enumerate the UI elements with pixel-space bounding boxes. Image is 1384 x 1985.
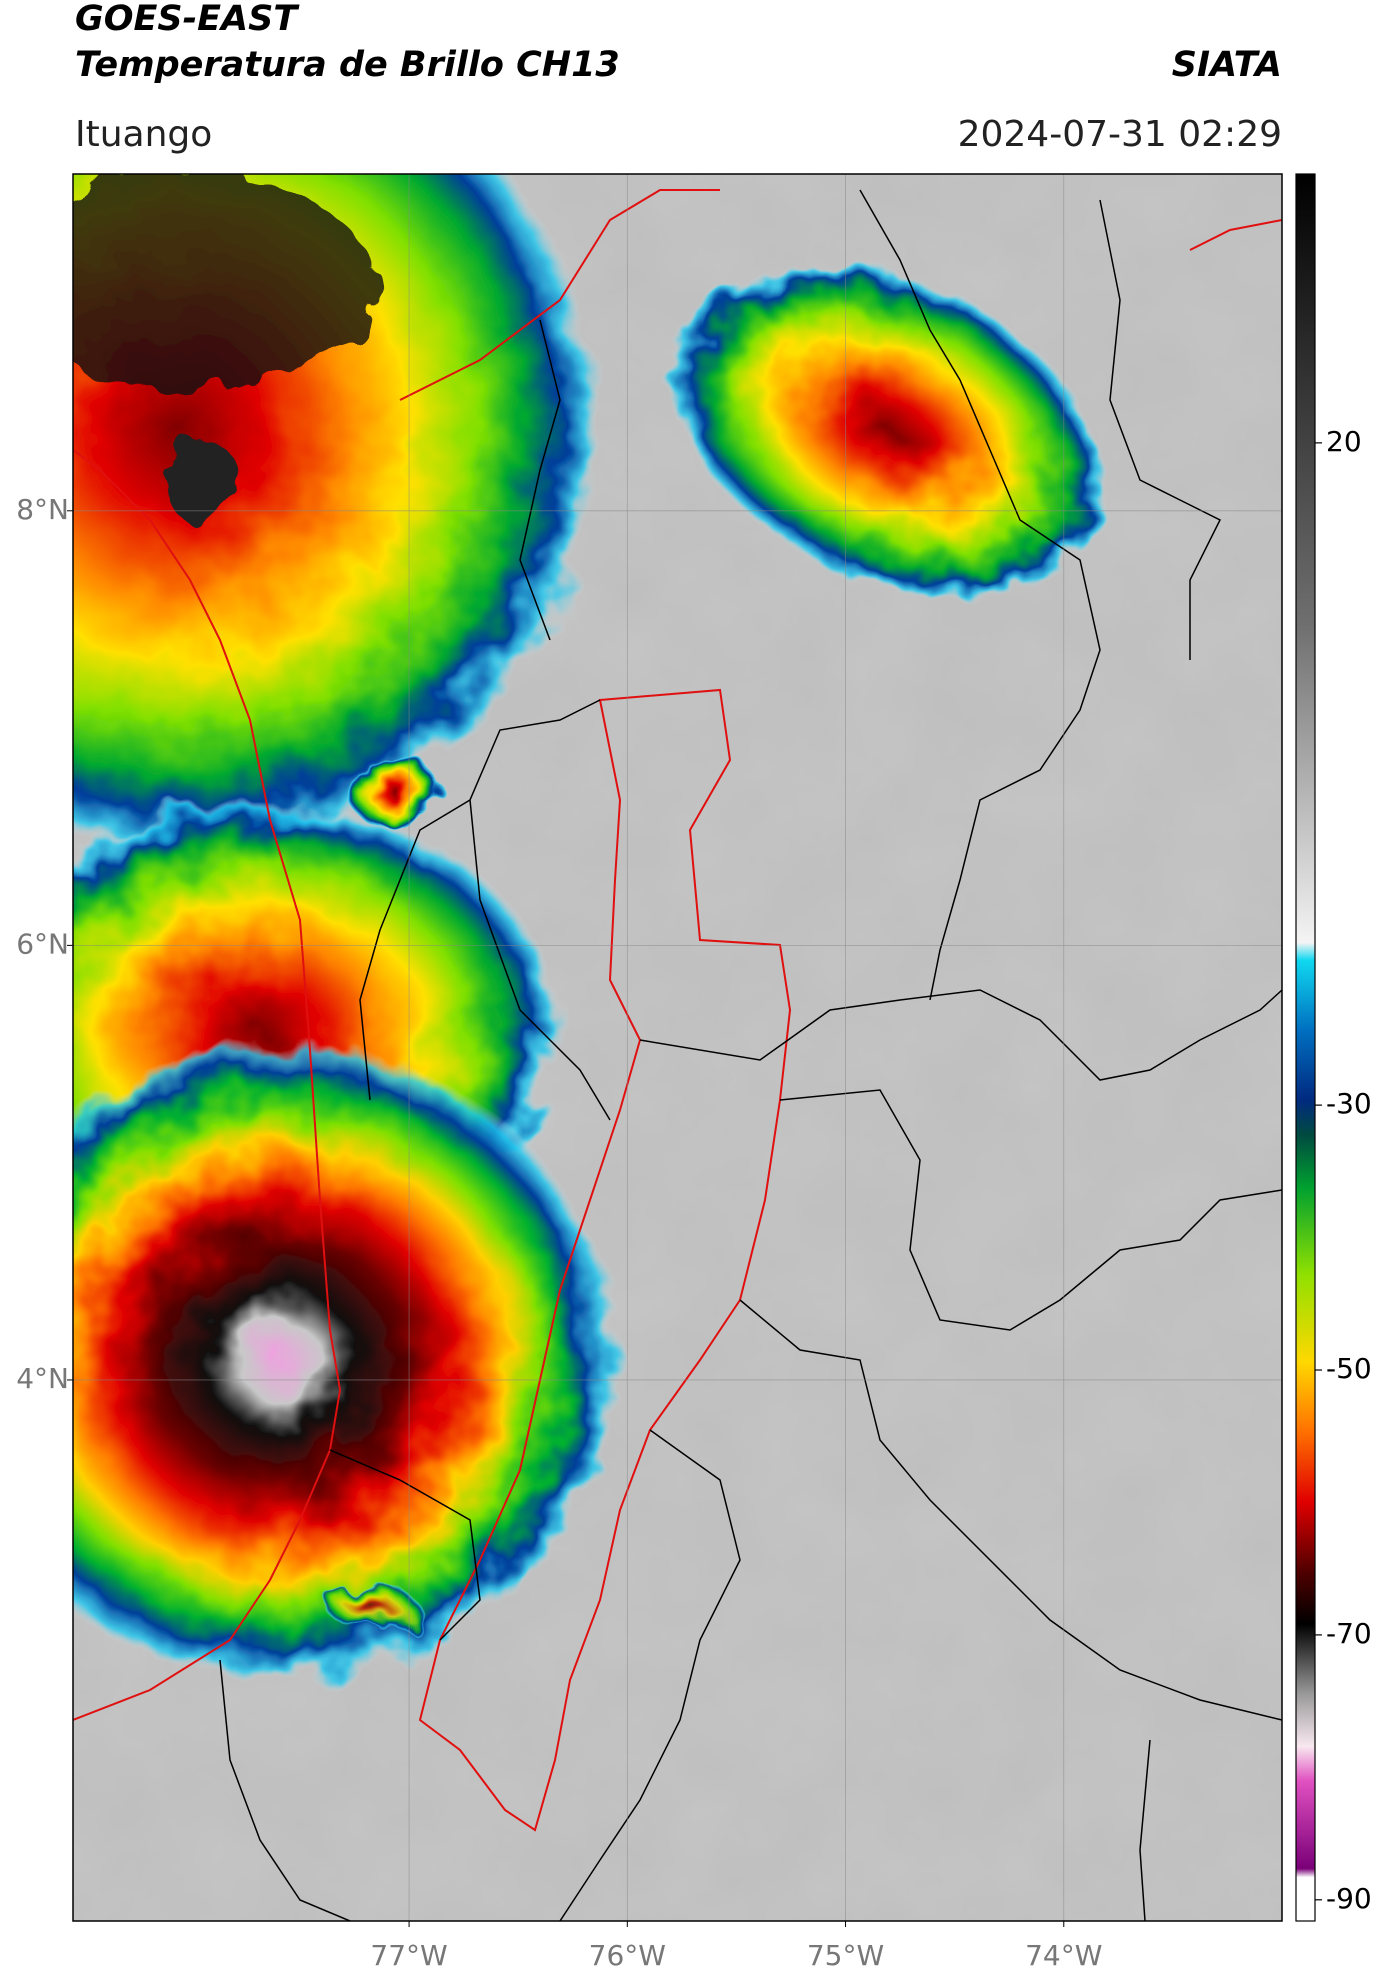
title: GOES-EAST <box>75 0 300 39</box>
x-tick-label: 75°W <box>807 1939 884 1972</box>
colorbar <box>1295 173 1316 1922</box>
map-frame <box>72 173 1283 1922</box>
x-tick-label: 76°W <box>589 1939 666 1972</box>
y-tick-label: 4°N <box>16 1362 69 1395</box>
subtitle: Temperatura de Brillo CH13 <box>75 45 620 85</box>
y-tick-label: 8°N <box>16 493 69 526</box>
location: Ituango <box>75 114 212 155</box>
graticule <box>73 174 1282 1921</box>
colorbar-tick-label: -30 <box>1326 1087 1372 1120</box>
colorbar-tick-label: -50 <box>1326 1352 1372 1385</box>
colorbar-tick-label: -70 <box>1326 1617 1372 1650</box>
organization: SIATA <box>1172 45 1282 85</box>
colorbar-tick-label: -90 <box>1326 1882 1372 1915</box>
x-tick-label: 77°W <box>370 1939 447 1972</box>
x-tick-label: 74°W <box>1025 1939 1102 1972</box>
datetime: 2024-07-31 02:29 <box>958 114 1282 155</box>
y-tick-label: 6°N <box>16 927 69 960</box>
colorbar-tick-label: 20 <box>1326 425 1362 458</box>
satellite-image <box>73 174 1282 1921</box>
boundaries <box>73 189 1282 1921</box>
